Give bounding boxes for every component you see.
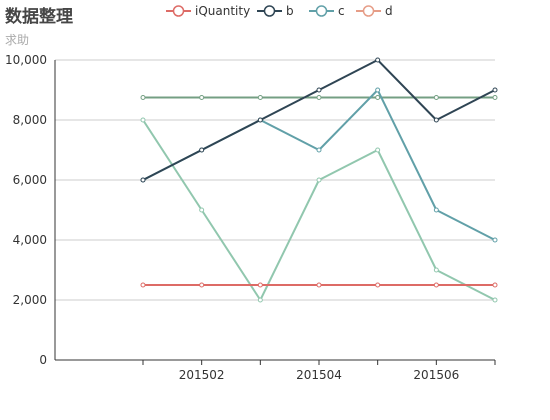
series-group [140,57,498,303]
legend-label: d [385,4,393,18]
data-point [316,177,322,183]
data-point [316,147,322,153]
data-point [375,87,381,93]
y-tick-label: 0 [39,353,47,367]
y-tick-label: 2,000 [13,293,47,307]
data-point [199,282,205,288]
legend-label: iQuantity [195,4,250,18]
data-point [375,147,381,153]
data-point [433,267,439,273]
data-point [199,95,205,100]
x-tick-label: 201506 [413,368,459,382]
series-unnamed-5 [140,95,498,100]
axes: 0 2,000 4,000 6,000 8,000 10,000 201502 201504 2… [5,53,496,382]
data-point [257,117,263,123]
y-tick-label: 4,000 [13,233,47,247]
data-point [492,237,498,243]
legend-item-b[interactable]: b [257,4,294,18]
data-point [316,282,322,288]
data-point [257,95,263,100]
chart-title: 数据整理 [5,7,73,27]
data-point [375,282,381,288]
legend-swatch-marker [315,5,328,17]
series-c [140,87,498,243]
data-point [375,95,381,100]
series-line [142,89,496,241]
data-point [375,57,381,63]
data-point [316,87,322,93]
legend-item-iQuantity[interactable]: iQuantity [166,4,250,18]
data-point [257,297,263,303]
data-point [492,95,498,100]
legend-label: c [338,4,345,18]
series-b [140,57,498,183]
y-tick-label: 8,000 [13,113,47,127]
data-point [257,282,263,288]
data-point [433,207,439,213]
data-point [492,282,498,288]
series-unnamed-4 [140,117,498,303]
legend: iQuantity b c d [166,4,393,18]
data-point [433,95,439,100]
legend-item-c[interactable]: c [309,4,345,18]
y-tick-label: 10,000 [5,53,47,67]
y-tick-label: 6,000 [13,173,47,187]
data-point [316,95,322,100]
data-point [433,282,439,288]
legend-swatch-marker [362,5,375,17]
series-line [142,119,496,301]
data-point [492,297,498,303]
data-point [492,87,498,93]
data-point [433,117,439,123]
x-tick-label: 201504 [296,368,342,382]
data-point [199,147,205,153]
series-iQuantity [140,282,498,288]
x-tick-label: 201502 [179,368,225,382]
data-point [199,207,205,213]
data-point [140,177,146,183]
legend-swatch-marker [172,5,185,17]
data-point [140,282,146,288]
chart-subtitle: 求助 [5,33,30,47]
data-point [140,117,146,123]
data-point [140,95,146,100]
legend-swatch-marker [263,5,276,17]
legend-label: b [286,4,294,18]
grid-lines [55,59,495,301]
legend-item-d[interactable]: d [356,4,393,18]
